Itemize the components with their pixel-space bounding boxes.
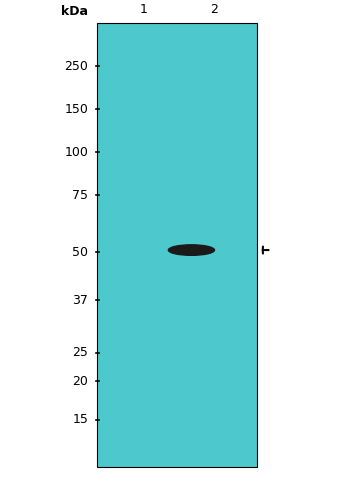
Text: 75: 75 — [72, 189, 88, 202]
Text: 2: 2 — [211, 3, 218, 16]
Text: 20: 20 — [73, 375, 88, 388]
Ellipse shape — [168, 245, 214, 255]
Text: 150: 150 — [64, 102, 88, 116]
Text: 37: 37 — [73, 294, 88, 307]
FancyBboxPatch shape — [97, 23, 257, 468]
Text: 1: 1 — [140, 3, 147, 16]
Text: 100: 100 — [64, 145, 88, 159]
Text: 50: 50 — [72, 246, 88, 259]
Text: 25: 25 — [73, 346, 88, 359]
Text: 15: 15 — [73, 413, 88, 426]
Text: 250: 250 — [64, 60, 88, 73]
Text: kDa: kDa — [62, 5, 88, 19]
